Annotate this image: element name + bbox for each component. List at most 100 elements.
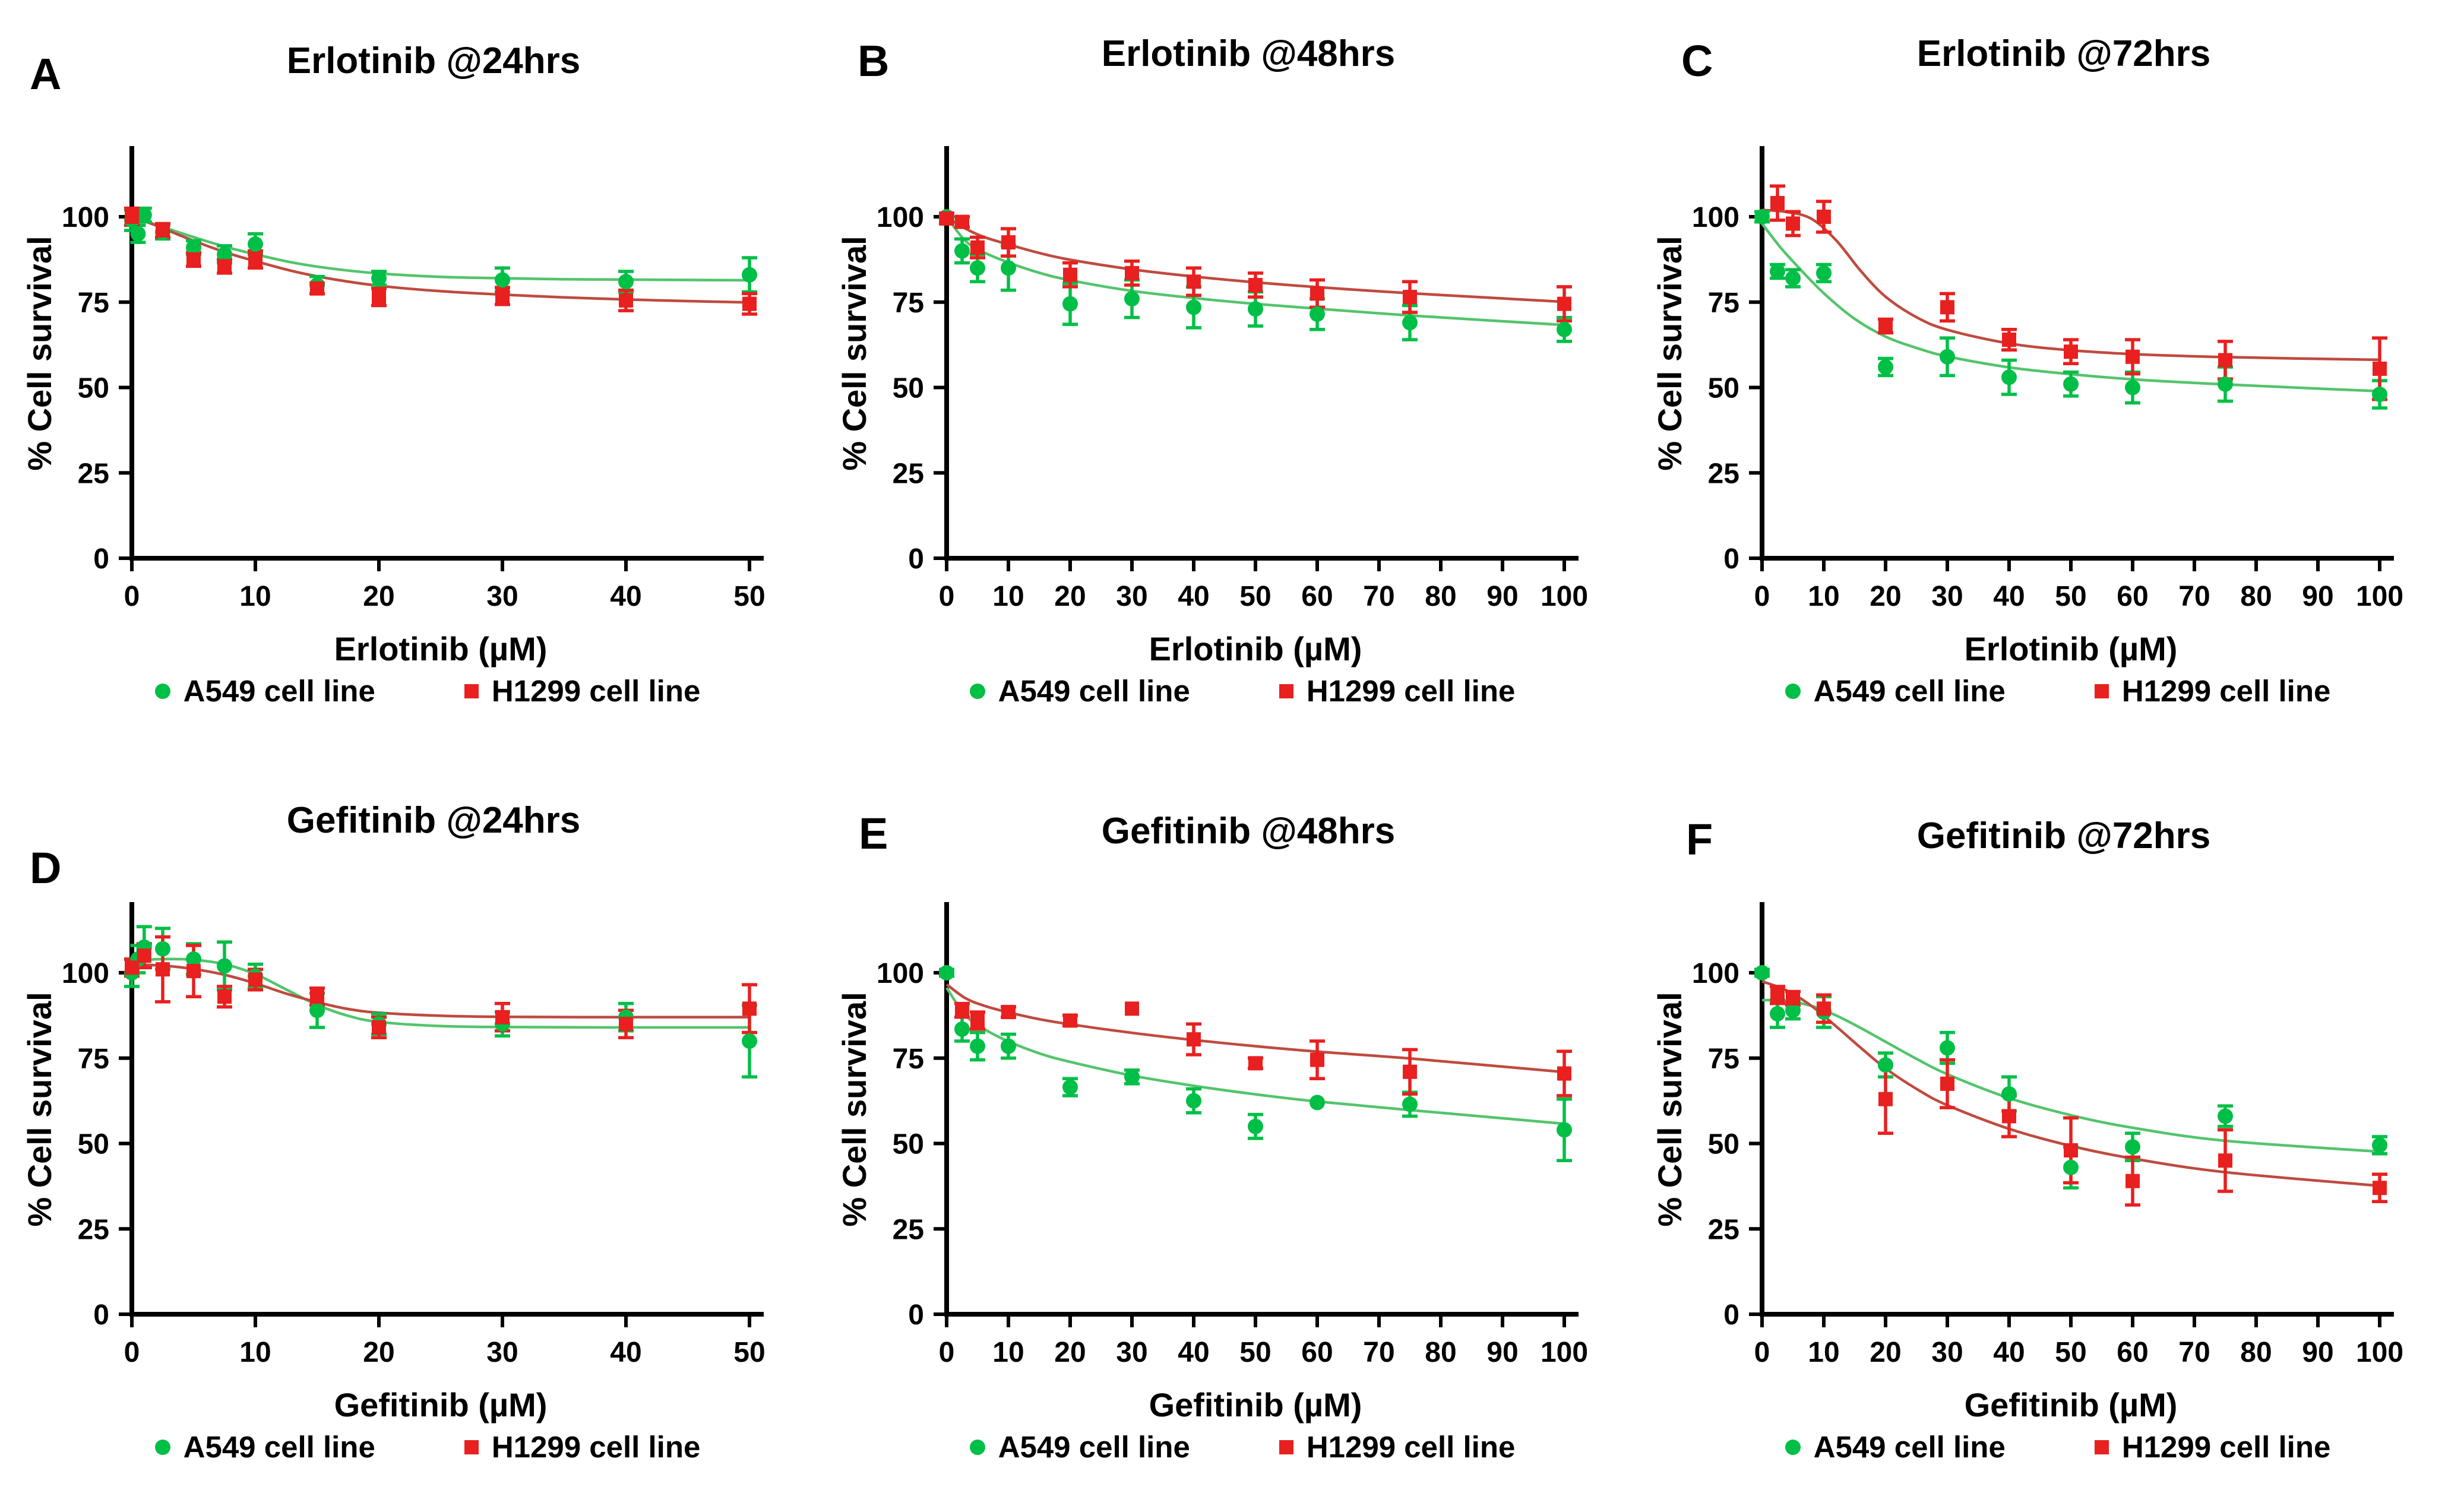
legend-label: A549 cell line bbox=[183, 1430, 375, 1464]
legend-item-a549: A549 cell line bbox=[969, 1430, 1190, 1464]
svg-text:50: 50 bbox=[2055, 1337, 2086, 1368]
svg-text:25: 25 bbox=[78, 458, 109, 489]
svg-text:% Cell survival: % Cell survival bbox=[1651, 236, 1688, 470]
svg-text:40: 40 bbox=[1178, 581, 1209, 612]
svg-text:50: 50 bbox=[1708, 1129, 1739, 1160]
panel-title: Gefitinib @48hrs bbox=[1101, 811, 1396, 852]
svg-text:40: 40 bbox=[610, 581, 641, 612]
svg-text:25: 25 bbox=[893, 1214, 924, 1245]
legend-label: A549 cell line bbox=[998, 674, 1190, 708]
svg-text:50: 50 bbox=[733, 1337, 765, 1368]
svg-text:10: 10 bbox=[992, 581, 1024, 612]
legend-label: H1299 cell line bbox=[2121, 1430, 2331, 1464]
svg-text:% Cell survival: % Cell survival bbox=[836, 236, 873, 470]
svg-text:0: 0 bbox=[1723, 1299, 1739, 1331]
panel-letter: C bbox=[1681, 36, 1713, 86]
dose-response-plot: 0 25 50 75 100 0 10 20 30 40 50 Erlotinib (µM) % Cel… bbox=[21, 146, 766, 668]
legend-item-a549: A549 cell line bbox=[969, 674, 1190, 708]
legend-label: H1299 cell line bbox=[491, 1430, 701, 1464]
panel-title: Erlotinib @48hrs bbox=[1101, 33, 1396, 74]
svg-text:Gefitinib (µM): Gefitinib (µM) bbox=[1965, 1386, 2178, 1424]
svg-text:0: 0 bbox=[124, 581, 140, 612]
plot-legend: A549 cell line H1299 cell line bbox=[1725, 676, 2390, 706]
svg-text:50: 50 bbox=[78, 373, 109, 404]
legend-label: A549 cell line bbox=[998, 1430, 1190, 1464]
plot-legend: A549 cell line H1299 cell line bbox=[1725, 1432, 2390, 1462]
svg-text:Gefitinib (µM): Gefitinib (µM) bbox=[334, 1386, 548, 1424]
svg-text:100: 100 bbox=[2356, 1337, 2403, 1368]
svg-text:% Cell survival: % Cell survival bbox=[21, 236, 58, 470]
svg-text:80: 80 bbox=[1425, 581, 1456, 612]
a549-marker-icon bbox=[154, 1439, 170, 1455]
panel-c-erlotinib-72hrs: C Erlotinib @72hrs 0 25 50 75 100 0 10 20 30 40 50… bbox=[1630, 0, 2445, 756]
svg-text:75: 75 bbox=[1708, 1043, 1739, 1075]
svg-text:20: 20 bbox=[363, 581, 394, 612]
legend-label: H1299 cell line bbox=[1306, 674, 1516, 708]
svg-text:% Cell survival: % Cell survival bbox=[21, 992, 58, 1226]
svg-text:Erlotinib (µM): Erlotinib (µM) bbox=[334, 630, 548, 668]
panel-b-erlotinib-48hrs: B Erlotinib @48hrs 0 25 50 75 100 0 10 20 30 40 50… bbox=[815, 0, 1630, 756]
svg-text:100: 100 bbox=[1692, 202, 1739, 233]
svg-text:% Cell survival: % Cell survival bbox=[836, 992, 873, 1226]
panel-letter: A bbox=[30, 49, 62, 99]
h1299-marker-icon bbox=[464, 684, 479, 698]
panel-title: Erlotinib @72hrs bbox=[1916, 33, 2211, 74]
svg-text:10: 10 bbox=[1808, 581, 1839, 612]
svg-text:50: 50 bbox=[1239, 581, 1271, 612]
svg-text:50: 50 bbox=[893, 1129, 924, 1160]
svg-text:75: 75 bbox=[893, 287, 924, 319]
plot-legend: A549 cell line H1299 cell line bbox=[910, 676, 1575, 706]
legend-item-h1299: H1299 cell line bbox=[464, 1430, 701, 1464]
legend-item-a549: A549 cell line bbox=[154, 1430, 375, 1464]
svg-text:0: 0 bbox=[939, 581, 955, 612]
svg-text:70: 70 bbox=[1363, 581, 1394, 612]
svg-text:100: 100 bbox=[62, 202, 109, 233]
svg-text:10: 10 bbox=[239, 581, 271, 612]
panel-letter: B bbox=[858, 36, 890, 86]
plot-legend: A549 cell line H1299 cell line bbox=[95, 1432, 760, 1462]
svg-text:40: 40 bbox=[1993, 1337, 2025, 1368]
svg-text:30: 30 bbox=[1931, 581, 1963, 612]
panel-letter: F bbox=[1686, 815, 1713, 864]
panel-d-gefitinib-24hrs: D Gefitinib @24hrs 0 25 50 75 100 0 10 20 30 40 50… bbox=[0, 756, 815, 1512]
legend-label: H1299 cell line bbox=[2121, 674, 2331, 708]
svg-text:30: 30 bbox=[1116, 581, 1147, 612]
dose-response-plot: 0 25 50 75 100 0 10 20 30 40 50 60 70 80 90 100 Gefitini… bbox=[836, 902, 1588, 1424]
svg-text:0: 0 bbox=[939, 1337, 955, 1368]
svg-text:70: 70 bbox=[1363, 1337, 1394, 1368]
h1299-marker-icon bbox=[1279, 1440, 1293, 1454]
svg-text:75: 75 bbox=[78, 1043, 109, 1075]
svg-text:20: 20 bbox=[1870, 1337, 1901, 1368]
svg-text:50: 50 bbox=[733, 581, 765, 612]
svg-text:25: 25 bbox=[78, 1214, 109, 1245]
svg-text:60: 60 bbox=[1301, 581, 1333, 612]
svg-text:100: 100 bbox=[62, 958, 109, 989]
svg-text:40: 40 bbox=[610, 1337, 641, 1368]
svg-text:60: 60 bbox=[2117, 1337, 2148, 1368]
svg-text:60: 60 bbox=[1301, 1337, 1333, 1368]
legend-label: H1299 cell line bbox=[1306, 1430, 1516, 1464]
h1299-marker-icon bbox=[2094, 684, 2109, 698]
svg-text:80: 80 bbox=[2240, 581, 2272, 612]
svg-text:0: 0 bbox=[1754, 581, 1770, 612]
legend-item-h1299: H1299 cell line bbox=[1279, 1430, 1516, 1464]
svg-text:100: 100 bbox=[2356, 581, 2403, 612]
svg-text:0: 0 bbox=[1723, 543, 1739, 575]
svg-text:0: 0 bbox=[1754, 1337, 1770, 1368]
svg-text:0: 0 bbox=[93, 1299, 109, 1331]
legend-label: H1299 cell line bbox=[491, 674, 701, 708]
panel-a-erlotinib-24hrs: A Erlotinib @24hrs 0 25 50 75 100 0 10 20 30 40 50… bbox=[0, 0, 815, 756]
a549-marker-icon bbox=[969, 683, 985, 699]
svg-text:100: 100 bbox=[1692, 958, 1739, 989]
h1299-marker-icon bbox=[464, 1440, 479, 1454]
dose-response-plot: 0 25 50 75 100 0 10 20 30 40 50 60 70 80 90 100 Erlotini… bbox=[836, 146, 1588, 668]
plot-legend: A549 cell line H1299 cell line bbox=[95, 676, 760, 706]
svg-text:50: 50 bbox=[78, 1129, 109, 1160]
panel-title: Gefitinib @24hrs bbox=[286, 800, 581, 841]
dose-response-plot: 0 25 50 75 100 0 10 20 30 40 50 60 70 80 90 100 Erlotini… bbox=[1651, 146, 2403, 668]
svg-text:90: 90 bbox=[2302, 1337, 2333, 1368]
svg-text:30: 30 bbox=[1931, 1337, 1963, 1368]
svg-text:100: 100 bbox=[877, 958, 924, 989]
legend-item-h1299: H1299 cell line bbox=[464, 674, 701, 708]
